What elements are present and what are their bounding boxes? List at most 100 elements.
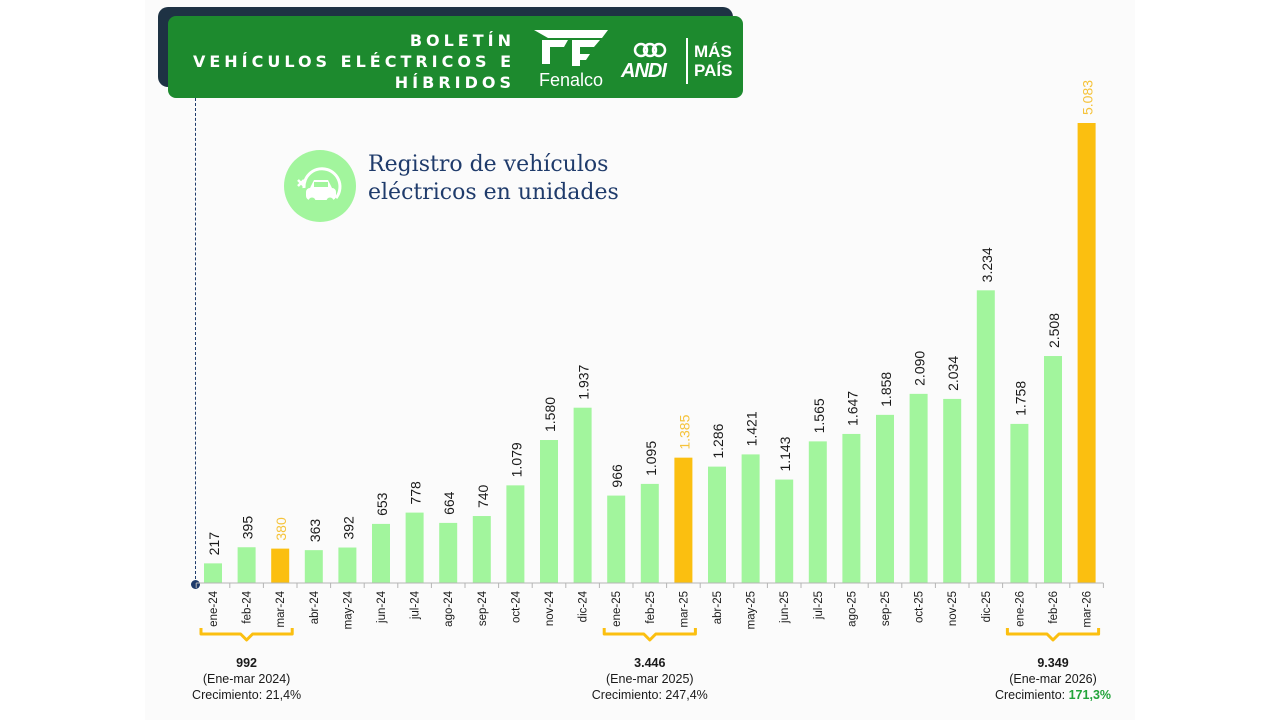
- x-tick-labels-group: ene-24 feb-24 mar-24 abr-24 may-24 jun-24 jul-…: [208, 590, 1094, 629]
- bar-dic-24: [573, 407, 592, 583]
- value-label-abr-24: 363: [307, 519, 323, 543]
- chart-canvas: [145, 0, 1135, 720]
- mas-pais-line-2: PAÍS: [694, 61, 733, 80]
- banner-title-line-3: HÍBRIDOS: [394, 73, 515, 92]
- mas-pais-line-1: MÁS: [694, 42, 732, 61]
- bar-jul-25: [808, 441, 827, 583]
- x-tick-label-jul-24: jul-24: [410, 590, 422, 620]
- bar-nov-24: [540, 440, 558, 583]
- x-tick-label-jun-25: jun-25: [779, 591, 791, 624]
- bar-jun-25: [775, 479, 794, 583]
- bar-oct-25: [909, 393, 928, 583]
- summary-total: 9.349: [1037, 656, 1069, 670]
- value-label-nov-24: 1.580: [542, 397, 558, 432]
- chart-subtitle-line-2: eléctricos en unidades: [368, 180, 619, 205]
- x-tick-label-mar-24: mar-24: [275, 590, 287, 627]
- x-tick-label-ago-25: ago-25: [846, 591, 858, 627]
- summary-growth-label: Crecimiento:: [994, 688, 1069, 702]
- value-label-feb-25: 1.095: [643, 441, 659, 476]
- bar-ago-24: [439, 522, 458, 583]
- bar-jul-24: [405, 512, 424, 583]
- x-tick-label-sep-24: sep-24: [477, 590, 489, 626]
- value-label-sep-25: 1.858: [878, 372, 894, 407]
- x-tick-label-may-25: may-25: [746, 591, 758, 629]
- value-label-sep-24: 740: [475, 484, 491, 508]
- summary-growth: Crecimiento: 247,4%: [570, 687, 730, 703]
- bar-feb-24: [237, 547, 256, 583]
- x-tick-label-oct-24: oct-24: [510, 590, 522, 623]
- bars-group: [204, 123, 1096, 583]
- bar-feb-26: [1044, 356, 1062, 583]
- summary-period: (Ene-mar 2025): [606, 672, 694, 686]
- period-brackets: [199, 628, 1101, 642]
- summary-growth-value: 171,3%: [1068, 688, 1112, 702]
- chart-subtitle-line-1: Registro de vehículos: [368, 152, 609, 177]
- value-label-ago-25: 1.647: [844, 391, 860, 426]
- bar-ene-24: [204, 563, 222, 583]
- x-tick-label-oct-25: oct-25: [914, 591, 926, 623]
- value-label-mar-26: 5.083: [1080, 80, 1096, 115]
- andi-logo: ANDI: [621, 40, 679, 86]
- bar-ene-25: [607, 495, 626, 583]
- bar-ene-26: [1010, 423, 1029, 583]
- summary-growth-label: Crecimiento:: [591, 688, 666, 702]
- andi-logo-text: ANDI: [621, 60, 667, 82]
- chart-subtitle: Registro de vehículos eléctricos en unid…: [368, 151, 619, 207]
- value-label-dic-24: 1.937: [576, 364, 592, 399]
- summary-total: 992: [236, 656, 258, 670]
- x-tick-label-abr-24: abr-24: [309, 590, 321, 624]
- bar-jun-24: [372, 523, 390, 583]
- value-label-oct-25: 2.090: [912, 351, 928, 386]
- x-tick-label-jul-25: jul-25: [813, 591, 825, 620]
- value-label-nov-25: 2.034: [945, 356, 961, 391]
- x-tick-label-dic-25: dic-25: [981, 591, 993, 622]
- value-label-may-25: 1.421: [744, 411, 760, 446]
- summary-2026: 9.349 (Ene-mar 2026) Crecimiento: 171,3%: [973, 655, 1133, 703]
- x-tick-label-nov-25: nov-25: [947, 591, 959, 626]
- period-bracket: [199, 628, 294, 642]
- value-label-ene-25: 966: [609, 464, 625, 488]
- x-tick-label-dic-24: dic-24: [578, 590, 590, 622]
- summary-period: (Ene-mar 2024): [202, 672, 291, 686]
- bar-ago-25: [842, 433, 861, 583]
- period-bracket: [1005, 628, 1101, 642]
- value-label-abr-25: 1.286: [710, 423, 726, 458]
- bar-may-24: [338, 547, 357, 583]
- value-label-mar-25: 1.385: [676, 414, 692, 449]
- x-tick-label-ago-24: ago-24: [443, 590, 455, 626]
- summary-total: 3.446: [634, 656, 666, 670]
- value-label-ene-24: 217: [206, 532, 222, 556]
- bar-may-25: [741, 454, 760, 583]
- bar-mar-25: [674, 457, 693, 583]
- leader-dot: [191, 580, 200, 589]
- bar-abr-25: [708, 466, 726, 583]
- banner-title-line-1: BOLETÍN: [409, 31, 515, 50]
- value-label-mar-24: 380: [273, 517, 289, 541]
- value-label-feb-24: 395: [240, 516, 256, 540]
- value-label-jun-25: 1.143: [777, 436, 793, 471]
- bar-mar-26: [1077, 123, 1096, 583]
- x-tick-label-ene-24: ene-24: [208, 590, 220, 626]
- summary-growth-value: 21,4%: [265, 688, 302, 702]
- value-label-ago-24: 664: [441, 491, 457, 515]
- value-label-may-24: 392: [340, 516, 356, 540]
- banner-title-line-2: VEHÍCULOS ELÉCTRICOS E: [192, 52, 515, 71]
- logo-divider: [686, 38, 688, 84]
- period-bracket: [602, 628, 697, 642]
- value-label-feb-26: 2.508: [1046, 313, 1062, 348]
- bar-abr-24: [304, 550, 323, 583]
- summary-growth-value: 247,4%: [665, 688, 708, 702]
- summary-growth-label: Crecimiento:: [192, 688, 266, 702]
- summary-growth: Crecimiento: 171,3%: [973, 687, 1133, 703]
- x-tick-label-ene-26: ene-26: [1014, 591, 1026, 627]
- x-tick-label-mar-25: mar-25: [678, 591, 690, 627]
- value-label-oct-24: 1.079: [508, 442, 524, 477]
- x-tick-label-feb-24: feb-24: [242, 590, 254, 623]
- bar-nov-25: [943, 398, 962, 583]
- value-label-jul-25: 1.565: [811, 398, 827, 433]
- bulletin-banner: BOLETÍN VEHÍCULOS ELÉCTRICOS E HÍBRIDOS …: [168, 16, 743, 98]
- x-tick-label-jun-24: jun-24: [376, 590, 388, 624]
- andi-rings-icon: [633, 42, 667, 58]
- summary-growth: Crecimiento: 21,4%: [167, 687, 327, 703]
